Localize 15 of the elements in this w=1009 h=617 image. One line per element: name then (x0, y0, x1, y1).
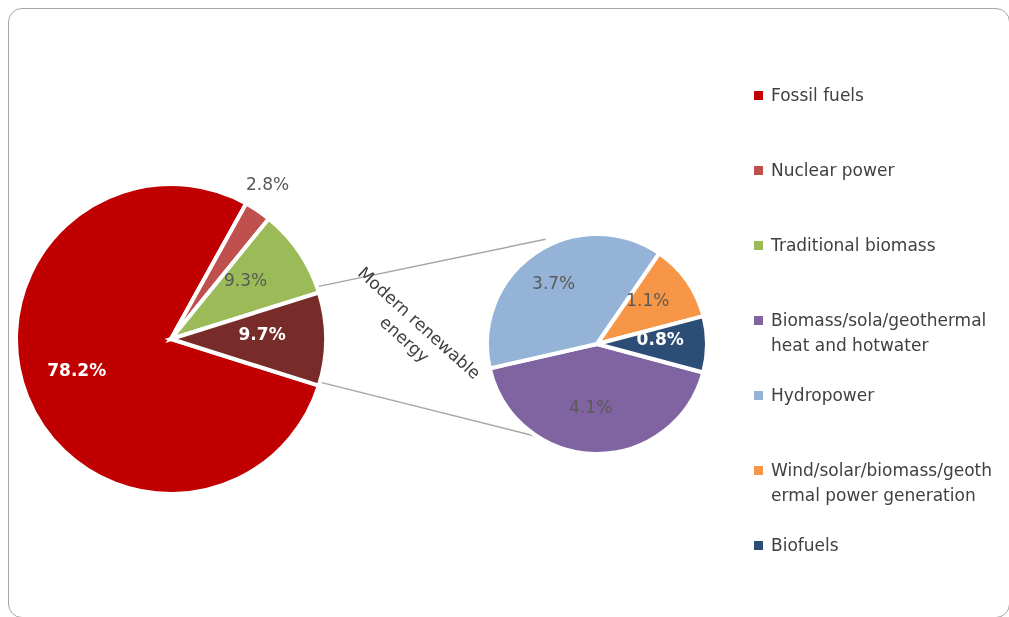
data-label: 9.3% (223, 270, 268, 291)
legend-label: Biofuels (771, 534, 839, 557)
legend-label: Hydropower (771, 384, 875, 407)
legend-label: Fossil fuels (771, 84, 864, 107)
data-label: 9.7% (238, 324, 286, 345)
legend-label: Biomass/sola/geothermal heat and hotwater (771, 309, 988, 357)
data-label: 0.8% (636, 329, 684, 350)
legend-label: Wind/solar/biomass/geothermal power generation (771, 459, 993, 507)
data-label: 1.1% (626, 289, 670, 310)
data-label: 4.1% (569, 397, 613, 418)
legend-label: Nuclear power (771, 159, 895, 182)
data-label: 78.2% (47, 359, 107, 380)
data-label: 3.7% (532, 272, 576, 293)
data-label: 2.8% (245, 173, 290, 194)
legend-label: Traditional biomass (771, 234, 936, 257)
